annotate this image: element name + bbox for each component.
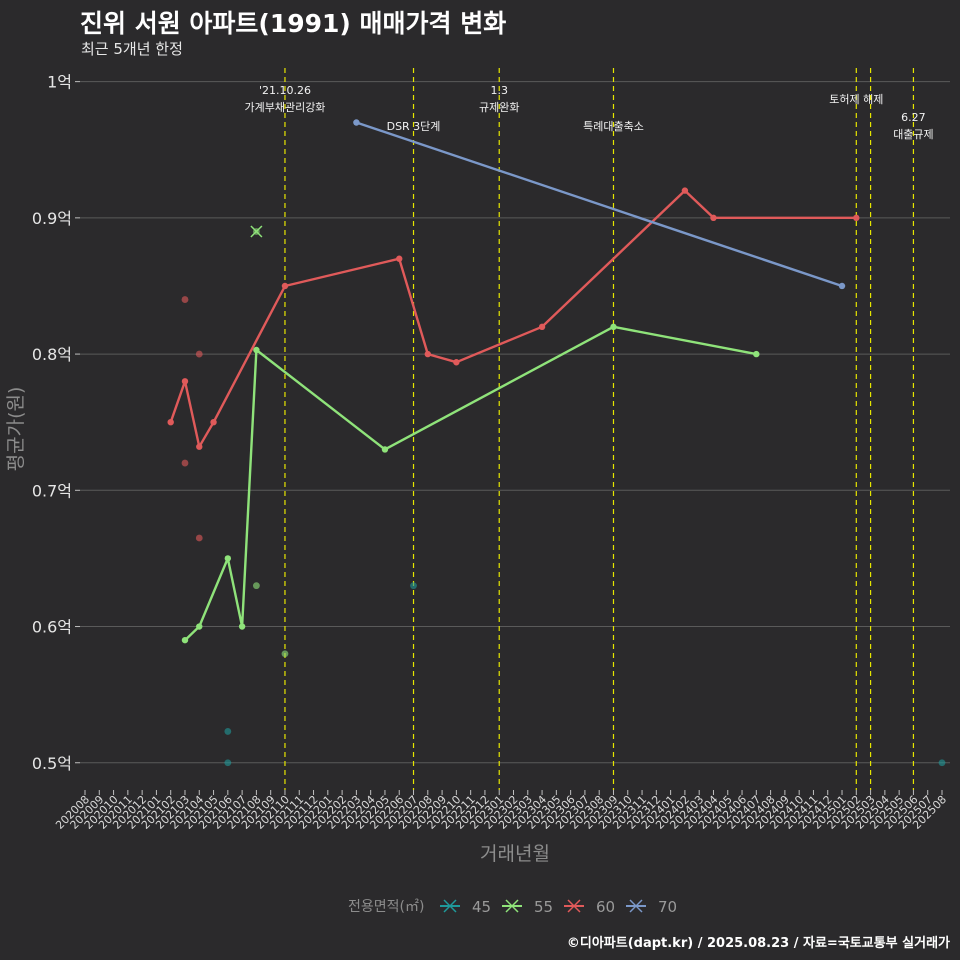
source-caption: ©디아파트(dapt.kr) / 2025.08.23 / 자료=국토교통부 실… <box>566 936 950 951</box>
series-point-70 <box>353 119 360 126</box>
series-point-55 <box>196 623 203 630</box>
y-axis-title: 평균가(원) <box>5 387 27 472</box>
series-line-70 <box>356 121 843 288</box>
event-label: 대출규제 <box>893 128 933 141</box>
series-point-60 <box>210 418 217 426</box>
x-axis-title: 거래년월 <box>480 843 550 865</box>
series-point-70 <box>838 282 846 290</box>
series-line-60 <box>169 189 857 448</box>
legend-label-55: 55 <box>534 898 553 916</box>
outlier-cross-mark <box>250 225 263 238</box>
scatter-point-60 <box>181 459 189 467</box>
series-point-55 <box>253 346 260 354</box>
series-point-55 <box>181 636 189 644</box>
series-point-60 <box>538 323 546 331</box>
series-point-60 <box>853 214 860 222</box>
legend-label-70: 70 <box>658 898 677 916</box>
series-point-60 <box>181 378 189 385</box>
series-point-60 <box>681 187 689 194</box>
event-label: '21.10.26 <box>259 84 311 97</box>
event-label: 가계부채관리강화 <box>244 101 325 114</box>
series-point-60 <box>281 282 289 290</box>
series-point-60 <box>453 359 460 366</box>
scatter-point-60 <box>195 350 203 358</box>
scatter-point-60 <box>181 296 189 303</box>
scatter-point-55 <box>281 650 289 658</box>
legend-label-45: 45 <box>472 898 491 916</box>
legend-label-60: 60 <box>596 898 615 916</box>
legend-title: 전용면적(㎡) <box>348 899 424 915</box>
y-tick-label: 0.5억 <box>32 754 72 773</box>
scatter-point-45 <box>224 759 232 767</box>
event-label: 규제완화 <box>479 101 519 114</box>
scatter-point-60 <box>195 534 203 542</box>
series-point-60 <box>196 443 203 450</box>
scatter-point-45 <box>938 759 946 767</box>
series-point-55 <box>224 555 232 562</box>
event-label: 토허제 해제 <box>829 92 883 106</box>
series-point-55 <box>753 350 760 358</box>
series-point-55 <box>238 623 246 630</box>
series-point-55 <box>381 446 389 453</box>
y-tick-label: 1억 <box>47 73 72 92</box>
y-tick-label: 0.6억 <box>32 618 72 637</box>
event-label: DSR 3단계 <box>387 120 441 133</box>
legend-key-cross-55 <box>505 899 519 913</box>
legend-key-cross-60 <box>567 899 581 913</box>
y-tick-label: 0.7억 <box>32 481 72 500</box>
series-point-60 <box>396 255 403 262</box>
chart-subtitle: 최근 5개년 한정 <box>81 40 183 58</box>
scatter-point-45 <box>410 582 417 590</box>
legend-key-cross-45 <box>443 899 457 913</box>
event-label: 특례대출축소 <box>583 120 644 133</box>
event-label: 1.3 <box>490 84 508 97</box>
chart-title: 진위 서원 아파트(1991) 매매가격 변화 <box>80 9 507 38</box>
series-point-60 <box>424 350 431 358</box>
series-line-55 <box>184 325 757 642</box>
y-tick-label: 0.8억 <box>32 345 72 364</box>
series-point-55 <box>610 323 617 331</box>
scatter-point-55 <box>253 582 260 590</box>
series-point-60 <box>710 214 717 222</box>
scatter-point-45 <box>224 728 232 735</box>
y-tick-label: 0.9억 <box>32 209 72 228</box>
legend-key-cross-70 <box>629 899 643 913</box>
series-point-60 <box>167 418 174 426</box>
event-label: 6.27 <box>901 111 926 124</box>
